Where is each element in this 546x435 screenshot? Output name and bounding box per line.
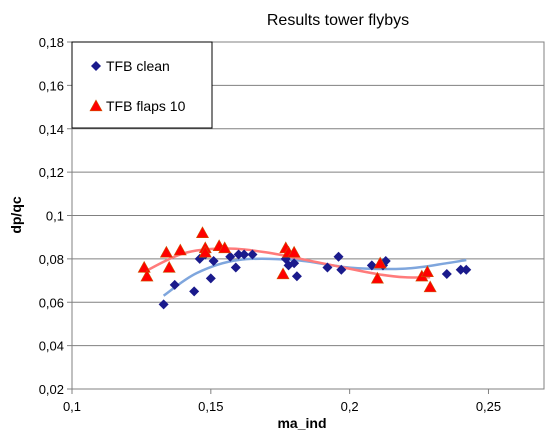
tfb-flaps-point — [173, 243, 187, 256]
y-tick-label: 0,06 — [39, 295, 64, 310]
tfb-clean-point — [441, 269, 452, 280]
y-tick-label: 0,08 — [39, 252, 64, 267]
tfb-flaps-point — [287, 245, 301, 258]
legend-label: TFB clean — [106, 58, 170, 74]
x-axis-ticks: 0,1 0,15 0,2 0,25 — [63, 389, 501, 414]
tfb-flaps-point — [420, 265, 434, 277]
tfb-flaps-point — [218, 241, 232, 254]
tfb-clean-point — [205, 273, 216, 284]
tfb-clean-point — [230, 262, 241, 273]
tfb-clean-point — [239, 249, 250, 260]
tfb-flaps-point — [276, 267, 290, 280]
data-points — [137, 226, 472, 310]
x-tick-label: 0,15 — [198, 399, 223, 414]
legend-marker — [91, 61, 101, 71]
tfb-flaps-point — [195, 226, 210, 238]
tfb-flaps-point — [162, 260, 176, 273]
tfb-clean-point — [333, 251, 344, 262]
tfb-clean-point — [158, 299, 169, 310]
tfb-flaps-point — [423, 280, 437, 293]
y-tick-label: 0,16 — [39, 78, 64, 93]
legend-marker — [89, 99, 103, 112]
tfb-clean-point — [208, 256, 219, 267]
y-tick-label: 0,14 — [39, 122, 64, 137]
tfb-clean-point — [233, 249, 244, 260]
tfb-clean-point — [322, 262, 333, 273]
tfb-flaps-point — [159, 245, 173, 258]
tfb-flaps-point — [370, 271, 384, 284]
y-tick-label: 0,02 — [39, 382, 64, 397]
legend-box — [71, 41, 213, 129]
tfb-flaps-point — [137, 260, 151, 273]
tfb-clean-point — [461, 264, 472, 275]
y-tick-label: 0,04 — [39, 339, 64, 354]
y-axis-label: dp/qc — [8, 196, 24, 234]
x-tick-label: 0,1 — [63, 399, 81, 414]
y-axis-ticks: 0,02 0,04 0,06 0,08 0,1 0,12 0,14 0,16 0,18 — [39, 35, 72, 397]
y-tick-label: 0,12 — [39, 165, 64, 180]
tfb-clean-point — [169, 279, 180, 290]
x-tick-label: 0,25 — [476, 399, 501, 414]
tfb-clean-point — [225, 251, 236, 262]
chart-title: Results tower flybys — [267, 12, 409, 29]
tfb-clean-point — [291, 271, 302, 282]
tfb-clean-point — [455, 264, 466, 275]
y-tick-label: 0,1 — [46, 209, 64, 224]
tfb-clean-point — [336, 264, 347, 275]
y-tick-label: 0,18 — [39, 35, 64, 50]
tfb-flaps-point — [373, 256, 387, 269]
x-axis-label: ma_ind — [277, 415, 326, 431]
tfb-clean-point — [247, 249, 258, 260]
x-tick-label: 0,2 — [341, 399, 359, 414]
tfb-flaps-point — [140, 269, 154, 282]
tfb-clean-point — [189, 286, 200, 297]
legend: TFB clean TFB flaps 10 — [71, 41, 213, 129]
tfb-flaps-point — [198, 245, 212, 258]
legend-label: TFB flaps 10 — [106, 98, 186, 114]
tfb-clean-point — [289, 258, 300, 269]
